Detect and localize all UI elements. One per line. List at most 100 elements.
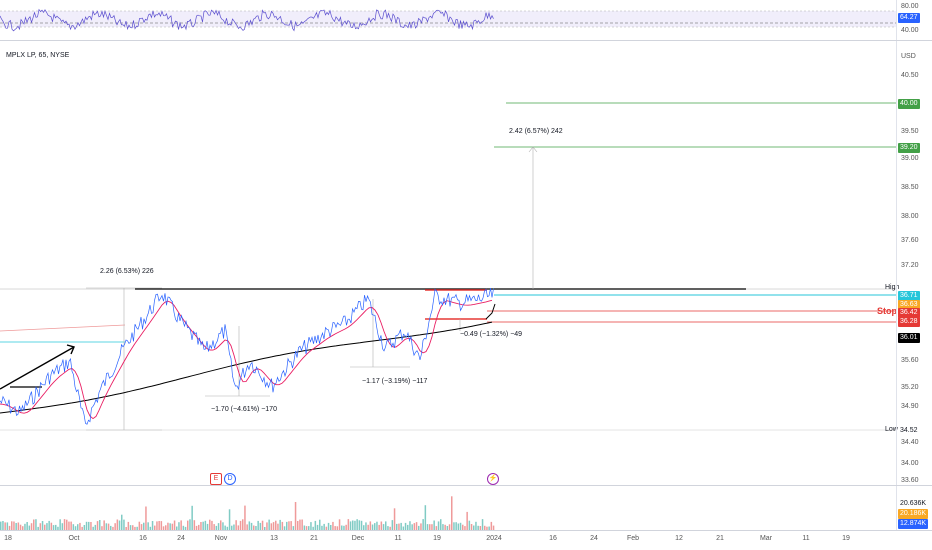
volume-bar (402, 526, 405, 530)
volume-bar (44, 524, 46, 530)
volume-bar (374, 523, 376, 530)
rsi-pane[interactable] (0, 0, 896, 40)
volume-bar (288, 521, 290, 530)
volume-tag-2: 20.186K (898, 509, 929, 519)
volume-bar (176, 526, 178, 530)
volume-bar (105, 523, 108, 530)
rsi-plot (0, 8, 896, 32)
volume-bar (48, 520, 50, 530)
rsi-axis-label-40: 40.00 (901, 27, 919, 34)
price-axis-label: 40.50 (901, 72, 919, 79)
slow-moving-average (0, 321, 493, 414)
volume-bar (488, 526, 490, 530)
volume-bar (39, 523, 42, 530)
time-axis-label: 19 (842, 535, 850, 542)
volume-bar (424, 505, 427, 530)
volume-bar (59, 519, 61, 530)
price-pane[interactable]: 2.26 (6.53%) 226 2.42 (6.57%) 242 −1.70 … (0, 41, 899, 485)
dividend-event-icon[interactable]: D (224, 473, 236, 485)
volume-bar (325, 526, 328, 530)
volume-bar (103, 520, 105, 530)
volume-bar (382, 524, 385, 530)
time-axis-label: 21 (310, 535, 318, 542)
volume-bar (68, 521, 70, 530)
volume-bar (290, 521, 292, 530)
volume-bar (90, 522, 92, 530)
volume-bar (303, 525, 306, 530)
price-tag-last: 36.01 (898, 333, 920, 343)
volume-bar (158, 521, 160, 530)
volume-bar (46, 523, 48, 530)
rsi-axis: 80.00 64.27 40.00 (896, 0, 932, 40)
volume-bar (398, 523, 400, 530)
volume-bar (411, 524, 413, 530)
volume-bar (365, 522, 367, 530)
volume-bar (481, 519, 484, 530)
volume-bar (180, 520, 182, 530)
price-axis-label: 39.50 (901, 128, 919, 135)
volume-bar (400, 522, 402, 530)
volume-bar (437, 521, 440, 530)
volume-bar (204, 520, 207, 530)
price-plot (0, 102, 896, 431)
price-axis[interactable]: USD 40.50 40.00 39.50 39.20 39.00 38.50 … (896, 41, 932, 485)
volume-bar (431, 524, 433, 530)
time-axis-label: 19 (433, 535, 441, 542)
split-event-icon[interactable]: ⚡ (487, 473, 499, 485)
volume-bar (191, 505, 193, 530)
volume-bar (72, 524, 75, 530)
volume-bar (305, 526, 308, 530)
volume-bar (143, 522, 145, 530)
volume-bar (77, 524, 79, 530)
time-axis-label: 16 (549, 535, 557, 542)
volume-bar (433, 520, 435, 530)
volume-pane[interactable] (0, 486, 896, 530)
volume-bar (99, 520, 101, 530)
volume-bar (484, 525, 486, 530)
trend-arrow (0, 346, 75, 390)
volume-bar (312, 526, 314, 530)
volume-bar (114, 523, 116, 530)
price-axis-label: 37.20 (901, 262, 919, 269)
price-axis-label: 33.60 (901, 477, 919, 484)
volume-bar (211, 520, 213, 530)
volume-bar (79, 522, 81, 530)
symbol-title[interactable]: MPLX LP, 65, NYSE (6, 52, 70, 59)
volume-bar (396, 523, 398, 530)
pane-separator[interactable] (0, 40, 932, 41)
volume-bar (13, 521, 15, 530)
volume-bar (457, 523, 460, 530)
volume-bar (235, 520, 237, 530)
volume-bar (349, 521, 352, 530)
volume-bar (171, 523, 174, 530)
volume-bar (385, 521, 387, 530)
volume-bar (248, 521, 251, 530)
volume-bar (149, 526, 152, 530)
volume-bar (292, 526, 295, 530)
price-axis-label: 34.00 (901, 460, 919, 467)
volume-bar (217, 523, 220, 530)
volume-bar (354, 520, 356, 530)
volume-bar (220, 520, 222, 530)
volume-bar (369, 521, 372, 530)
volume-bar (2, 521, 4, 530)
volume-bar (477, 525, 479, 530)
volume-bar (19, 524, 22, 530)
measure-label-up-1: 2.26 (6.53%) 226 (100, 268, 154, 275)
rsi-axis-label-80: 80.00 (901, 3, 919, 10)
volume-bar (242, 519, 244, 530)
volume-bar (85, 521, 88, 530)
time-axis-label: 18 (4, 535, 12, 542)
volume-bar (123, 519, 125, 530)
volume-bar (343, 525, 345, 530)
volume-bar (347, 519, 350, 530)
volume-axis: 20.636K 20.186K 12.874K (896, 486, 932, 530)
volume-bar (57, 526, 59, 530)
volume-bar (286, 521, 288, 530)
time-axis-label: 24 (590, 535, 598, 542)
pane-separator[interactable] (0, 485, 932, 486)
price-axis-label: 34.90 (901, 403, 919, 410)
volume-plot (0, 496, 495, 530)
earnings-event-icon[interactable]: E (210, 473, 222, 485)
price-axis-label: 38.00 (901, 213, 919, 220)
